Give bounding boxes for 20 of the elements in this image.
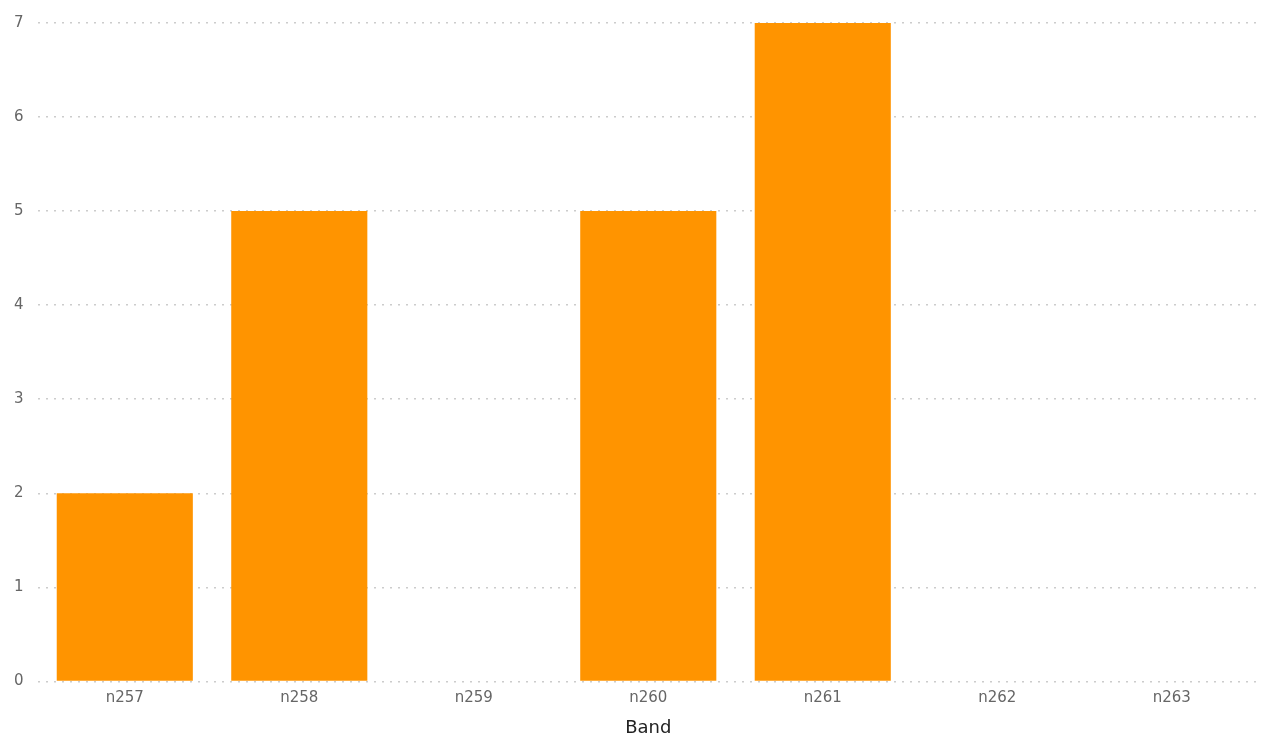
y-tick-label: 1 xyxy=(14,577,24,596)
x-tick-label: n259 xyxy=(454,688,493,707)
bar xyxy=(754,23,891,681)
x-tick-label: n260 xyxy=(629,688,668,707)
x-axis-title: Band xyxy=(625,715,672,737)
y-tick-label: 0 xyxy=(14,671,24,690)
y-tick-label: 2 xyxy=(14,483,24,502)
x-tick-label: n262 xyxy=(978,688,1017,707)
bar xyxy=(580,211,717,681)
x-tick-label: n261 xyxy=(803,688,842,707)
bar xyxy=(231,211,368,681)
x-tick-label: n263 xyxy=(1152,688,1191,707)
y-tick-label: 4 xyxy=(14,295,24,314)
y-tick-label: 5 xyxy=(14,201,24,219)
y-tick-label: 3 xyxy=(14,389,24,408)
x-tick-label: n258 xyxy=(280,688,319,707)
y-tick-label: 7 xyxy=(14,12,24,31)
y-tick-label: 6 xyxy=(14,106,24,125)
bar xyxy=(56,493,193,681)
x-tick-label: n257 xyxy=(105,688,144,707)
